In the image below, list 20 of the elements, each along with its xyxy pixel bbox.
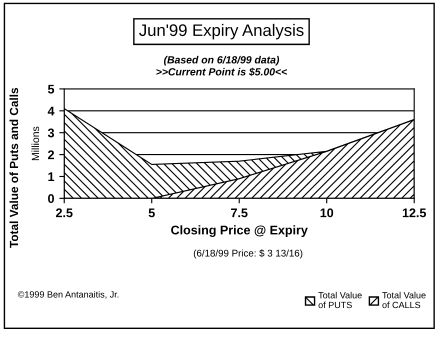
x-tick-label: 10 (320, 208, 334, 218)
y-tick-label: 4 (48, 106, 54, 116)
chart-title: Jun'99 Expiry Analysis (139, 24, 304, 40)
text: (6/18/99 Price: $ 3 13/16) (194, 249, 302, 259)
x-tick-label: 7.5 (231, 208, 248, 218)
x-tick-label: 5 (148, 208, 155, 218)
chart-subtitle: (Based on 6/18/99 data) >>Current Point is $5.00<< (156, 56, 287, 76)
y-tick-label: 2 (48, 150, 54, 160)
y-tick-label: 0 (48, 194, 54, 204)
legend-label: Total Value of CALLS (382, 292, 426, 308)
x-axis-title: Closing Price @ Expiry (171, 225, 308, 237)
x-tick-label: 2.5 (56, 208, 73, 218)
legend-label: Total Value of PUTS (318, 292, 362, 308)
y-tick-label: 5 (48, 84, 54, 94)
y-axis-title: Total Value of Puts and Calls (9, 88, 18, 248)
y-tick-label: 1 (48, 172, 54, 181)
x-tick-label: 12.5 (402, 208, 426, 218)
y-tick-label: 3 (48, 128, 54, 138)
y2-axis-title: Millions (31, 126, 40, 160)
text: ©1999 Ben Antanaitis, Jr. (18, 291, 118, 299)
